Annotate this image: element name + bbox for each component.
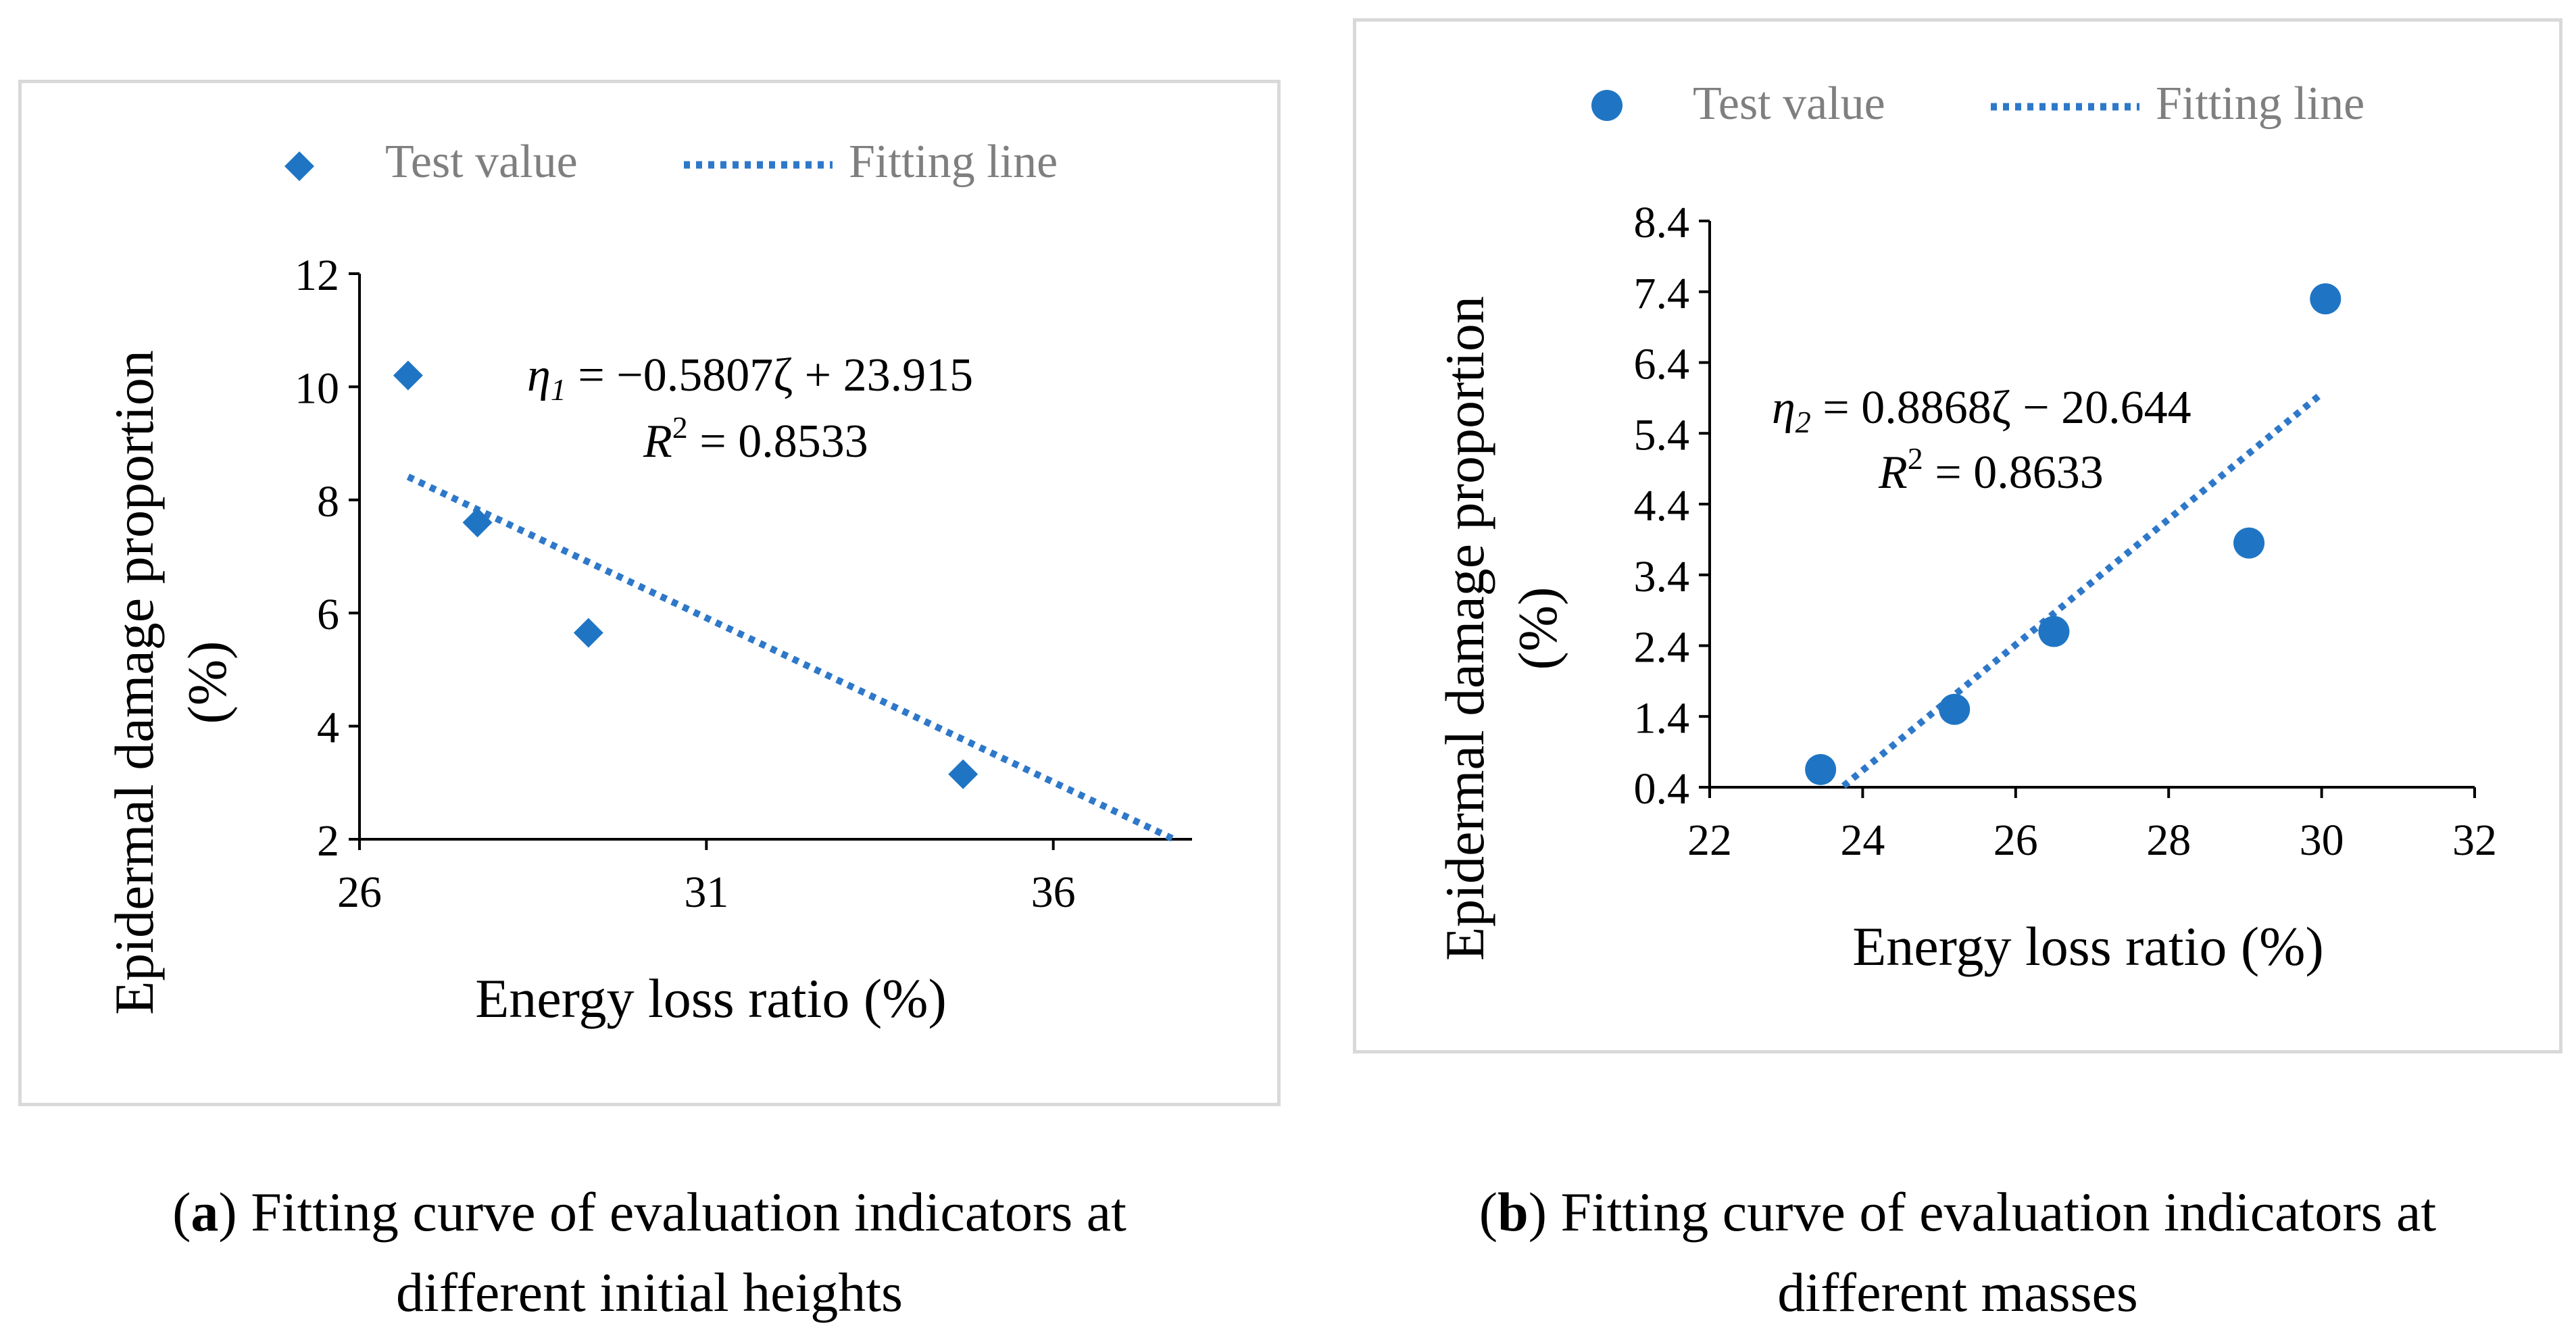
caption-b-tag: b (1497, 1181, 1529, 1243)
caption-b: (b) Fitting curve of evaluation indicato… (1353, 1172, 2562, 1333)
chart-a-point (462, 507, 493, 538)
caption-b-line1: (b) Fitting curve of evaluation indicato… (1479, 1181, 2437, 1243)
chart-a-y-tick-label: 4 (317, 703, 339, 753)
chart-b-x-tick-label: 30 (2300, 816, 2344, 865)
chart-b-equation: η2 = 0.8868ζ − 20.644 (1772, 382, 2191, 439)
chart-b-point (2233, 527, 2265, 559)
chart-b-y-tick-label: 7.4 (1634, 269, 1690, 318)
chart-a-fitting-line (406, 473, 1176, 843)
chart-b-x-tick-label: 26 (1993, 816, 2038, 865)
chart-b-y-tick-label: 3.4 (1634, 552, 1690, 601)
chart-b-legend-fit-label: Fitting line (2156, 78, 2364, 130)
chart-b-y-tick-label: 5.4 (1634, 410, 1690, 459)
chart-b-y-ticks: 0.4 1.4 2.4 3.4 4.4 5.4 6.4 7.4 8.4 (1634, 198, 1710, 814)
chart-b-x-tick-label: 28 (2146, 816, 2191, 865)
chart-b-legend-circle-icon (1591, 90, 1623, 121)
chart-a-eq-subscript: 1 (551, 372, 566, 407)
chart-b: Test value Fitting line 0.4 1.4 2.4 3.4 4.4 5… (1434, 78, 2497, 977)
chart-b-r2-sup: 2 (1908, 441, 1923, 476)
chart-b-legend: Test value Fitting line (1591, 78, 2364, 130)
chart-a-y-tick-label: 10 (295, 364, 339, 413)
chart-a-point (573, 618, 603, 648)
chart-a-y-tick-label: 8 (317, 477, 339, 526)
chart-a-eq-rhs: = −0.5807ζ + 23.915 (566, 349, 973, 401)
chart-a-x-tick-label: 36 (1031, 868, 1076, 917)
chart-b-x-tick-label: 22 (1687, 816, 1732, 865)
chart-a-equation: η1 = −0.5807ζ + 23.915 (527, 349, 973, 407)
chart-a-x-tick-label: 31 (684, 868, 728, 917)
chart-b-y-tick-label: 0.4 (1634, 764, 1690, 814)
chart-b-y-tick-label: 1.4 (1634, 693, 1690, 743)
chart-a-legend-diamond-icon (284, 151, 314, 181)
chart-b-y-tick-label: 2.4 (1634, 623, 1690, 672)
chart-b-points (1805, 283, 2342, 785)
chart-a-r2-rhs: = 0.8533 (688, 416, 868, 468)
chart-b-r2-symbol: R (1878, 447, 1908, 499)
caption-a-tag: a (191, 1181, 219, 1243)
chart-a-r2-symbol: R (643, 416, 672, 468)
caption-b-line2: different masses (1777, 1261, 2138, 1323)
chart-b-fit-line (1841, 391, 2324, 789)
chart-a-point (393, 360, 423, 391)
chart-b-eq-rhs: = 0.8868ζ − 20.644 (1811, 382, 2191, 434)
chart-b-eq-subscript: 2 (1795, 405, 1811, 439)
chart-a-y-label-unit: (%) (176, 641, 238, 724)
chart-a-y-tick-label: 6 (317, 590, 339, 639)
chart-a-fit-line (406, 473, 1176, 843)
chart-a-y-tick-label: 2 (317, 816, 339, 866)
chart-a-x-label: Energy loss ratio (%) (475, 968, 947, 1029)
chart-a-points (393, 360, 979, 789)
chart-b-y-tick-label: 6.4 (1634, 340, 1690, 389)
caption-a-text1: ) Fitting curve of evaluation indicators… (218, 1181, 1126, 1243)
chart-a-r2: R2 = 0.8533 (643, 410, 868, 468)
chart-b-point (1805, 753, 1837, 785)
chart-a-legend-fit-label: Fitting line (849, 136, 1058, 188)
chart-b-x-tick-label: 24 (1840, 816, 1885, 865)
caption-a: (a) Fitting curve of evaluation indicato… (18, 1172, 1281, 1333)
chart-b-fitting-line (1841, 391, 2324, 789)
chart-a-y-ticks: 2 4 6 8 10 12 (295, 251, 360, 866)
chart-b-point (2038, 616, 2070, 647)
chart-b-x-label: Energy loss ratio (%) (1852, 916, 2324, 977)
chart-b-legend-test-label: Test value (1693, 78, 1885, 130)
chart-a-y-tick-label: 12 (295, 251, 339, 300)
chart-b-y-label: Epidermal damage proportion (1434, 296, 1495, 961)
chart-a-legend-test-label: Test value (385, 136, 578, 188)
caption-a-line2: different initial heights (396, 1261, 903, 1323)
chart-a-point (948, 759, 979, 789)
chart-b-point (1939, 693, 1971, 725)
chart-a-r2-sup: 2 (672, 410, 688, 445)
chart-b-frame (1353, 18, 2562, 1053)
chart-b-point (2310, 283, 2342, 315)
chart-a-x-ticks: 26 31 36 (337, 839, 1076, 917)
caption-b-text1: ) Fitting curve of evaluation indicators… (1528, 1181, 2437, 1243)
chart-b-r2-rhs: = 0.8633 (1923, 447, 2104, 499)
chart-a-eq-symbol: η (527, 349, 551, 401)
chart-b-r2: R2 = 0.8633 (1878, 441, 2104, 499)
chart-b-y-label-unit: (%) (1507, 587, 1568, 670)
chart-b-y-tick-label: 4.4 (1634, 481, 1690, 530)
caption-a-line1: (a) Fitting curve of evaluation indicato… (172, 1181, 1126, 1243)
chart-a-y-label: Epidermal damage proportion (103, 350, 165, 1015)
chart-b-eq-symbol: η (1772, 382, 1795, 434)
chart-b-x-tick-label: 32 (2452, 816, 2497, 865)
chart-b-y-tick-label: 8.4 (1634, 198, 1690, 247)
chart-b-x-ticks: 22 24 26 28 30 32 (1687, 787, 2497, 865)
chart-a-legend: Test value Fitting line (284, 136, 1058, 188)
chart-a-x-tick-label: 26 (337, 868, 382, 917)
